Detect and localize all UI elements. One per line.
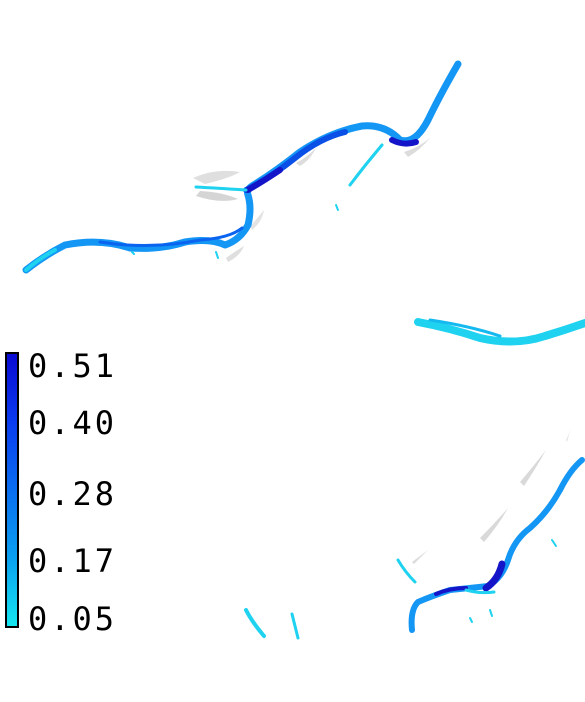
middle-channel: [414, 318, 585, 346]
channel-upper-deep: [245, 167, 283, 193]
channel-upper-cyan: [24, 248, 57, 272]
legend-tick-label: 0.51: [28, 347, 118, 385]
channel-lower-streak: [244, 608, 266, 638]
legend-tick-label: 0.40: [28, 404, 118, 442]
channel-lower-side: [464, 588, 496, 595]
gray-bar: [520, 450, 546, 486]
channel-middle-edge: [428, 318, 502, 338]
gray-bar: [250, 210, 264, 230]
channel-lower-fleck: [551, 539, 557, 547]
channel-middle: [414, 318, 585, 346]
channel-upper-fleck: [131, 251, 135, 255]
gray-bars: [193, 138, 572, 564]
gray-bar: [296, 148, 316, 166]
gray-bar: [404, 138, 430, 157]
legend-tick-label: 0.17: [28, 542, 118, 580]
channel-upper-branch-2: [348, 143, 384, 187]
channel-lower-streak: [290, 612, 300, 640]
channel-lower-fleck: [469, 617, 473, 623]
color-scale-bar: [5, 352, 19, 628]
channel-upper-branch: [194, 185, 248, 192]
upper-channel: [22, 60, 462, 274]
channel-upper-mid: [98, 226, 244, 248]
channel-upper-deep-2: [389, 137, 419, 147]
legend-tick-label: 0.28: [28, 475, 118, 513]
legend-tick-label: 0.05: [28, 600, 118, 638]
gray-bar: [193, 170, 240, 184]
lower-channel: [244, 457, 585, 640]
channel-upper-main: [22, 60, 462, 274]
channel-upper-fleck: [215, 251, 219, 259]
channel-lower-deep: [482, 560, 506, 592]
gray-bar: [480, 508, 508, 542]
gray-bar: [196, 191, 238, 201]
channel-lower-arc: [396, 558, 417, 584]
channel-upper-fleck: [335, 204, 339, 211]
gray-bar: [412, 550, 428, 564]
gray-bar: [566, 426, 572, 442]
gray-bar: [226, 246, 244, 262]
channel-lower-fleck: [489, 609, 493, 617]
channel-lower-deep-2: [434, 586, 468, 596]
